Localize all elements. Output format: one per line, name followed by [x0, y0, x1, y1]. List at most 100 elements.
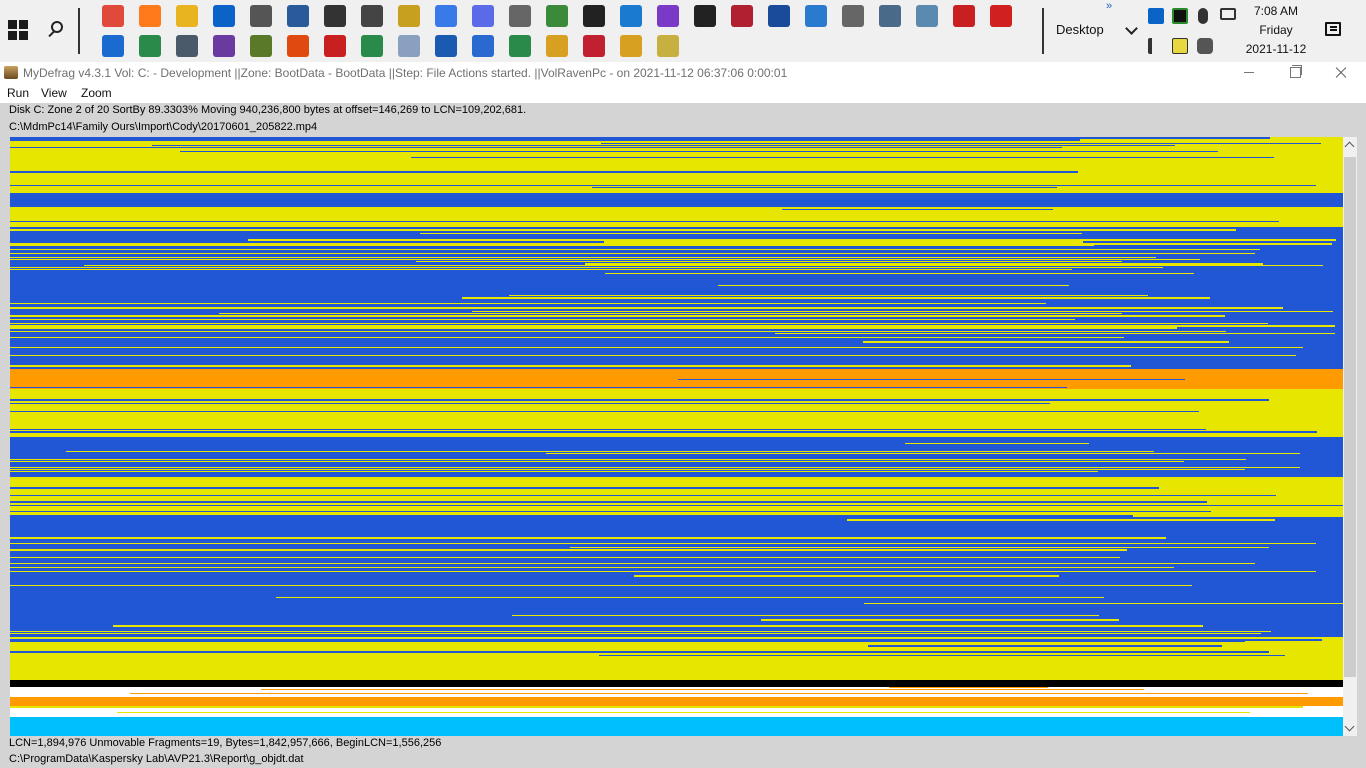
cluster-line: [10, 249, 1260, 250]
cluster-line: [117, 712, 1250, 713]
cluster-line: [905, 443, 1089, 444]
system-app-icon[interactable]: [879, 5, 901, 27]
cluster-line: [10, 365, 1131, 367]
menu-zoom[interactable]: Zoom: [81, 86, 112, 100]
vertical-scrollbar[interactable]: [1343, 137, 1357, 736]
cluster-band: [10, 680, 1343, 687]
minimize-button[interactable]: [1226, 62, 1272, 84]
check-app-icon[interactable]: [509, 5, 531, 27]
cluster-line: [10, 399, 1269, 401]
menu-bar: Run View Zoom: [0, 84, 1366, 103]
cluster-line: [152, 145, 1175, 146]
spreadsheet-icon[interactable]: [509, 35, 531, 57]
delete-tool-icon[interactable]: [583, 35, 605, 57]
help-icon[interactable]: [620, 35, 642, 57]
document-icon[interactable]: [472, 35, 494, 57]
remote-app-icon[interactable]: [916, 5, 938, 27]
excel-icon[interactable]: [361, 35, 383, 57]
network-icon[interactable]: [1220, 8, 1236, 20]
firefox-icon[interactable]: [139, 5, 161, 27]
scroll-down-icon[interactable]: [1344, 721, 1355, 732]
tree-app-icon[interactable]: [250, 35, 272, 57]
close-button[interactable]: [1318, 62, 1364, 84]
cluster-line: [10, 315, 1225, 317]
outlook-icon[interactable]: [213, 5, 235, 27]
acrobat-icon[interactable]: [324, 35, 346, 57]
mydefrag-icon[interactable]: [657, 35, 679, 57]
outlook-tray-icon[interactable]: [1148, 8, 1164, 24]
word-icon[interactable]: [435, 35, 457, 57]
cluster-line: [10, 563, 1255, 564]
acrobat-icon[interactable]: [953, 5, 975, 27]
scroll-up-icon[interactable]: [1344, 141, 1355, 152]
microphone-icon[interactable]: [1198, 8, 1208, 24]
visual-studio-icon[interactable]: [657, 5, 679, 27]
cluster-line: [761, 619, 1119, 621]
chevron-down-icon[interactable]: [1125, 22, 1138, 35]
file-explorer-icon[interactable]: [176, 5, 198, 27]
menu-run[interactable]: Run: [7, 86, 30, 100]
cluster-line: [10, 505, 1343, 506]
cluster-line: [546, 453, 1300, 454]
cluster-line: [462, 297, 1210, 299]
scrollbar-thumb[interactable]: [1344, 157, 1356, 677]
network-icon[interactable]: [176, 35, 198, 57]
graduation-cap-icon[interactable]: [324, 5, 346, 27]
restore-button[interactable]: [1272, 62, 1318, 84]
notes-app-icon[interactable]: [398, 5, 420, 27]
vscode-icon[interactable]: [620, 5, 642, 27]
office-icon[interactable]: [287, 35, 309, 57]
cluster-line: [10, 515, 1133, 517]
volume-icon[interactable]: [1148, 38, 1164, 54]
chrome-icon[interactable]: [102, 5, 124, 27]
cluster-line: [10, 706, 1303, 708]
pdf-factory-icon[interactable]: [990, 5, 1012, 27]
notifications-icon[interactable]: [1325, 22, 1341, 36]
pinned-apps: [98, 0, 1028, 62]
cluster-band: [10, 697, 1343, 706]
disk-cluster-map[interactable]: [10, 137, 1343, 736]
search-icon[interactable]: [45, 20, 65, 40]
taskbar-separator: [1042, 8, 1044, 54]
cluster-line: [868, 645, 1222, 647]
discord-icon[interactable]: [472, 5, 494, 27]
vs-app-icon[interactable]: [213, 35, 235, 57]
clock-time[interactable]: 7:08 AM: [1253, 4, 1299, 18]
client-area: Disk C: Zone 2 of 20 SortBy 89.3303% Mov…: [0, 103, 1366, 768]
cluster-line: [10, 185, 1316, 186]
cluster-line: [130, 693, 1308, 694]
chart-app-icon[interactable]: [546, 5, 568, 27]
cluster-line: [847, 519, 1275, 521]
todo-icon[interactable]: [102, 35, 124, 57]
dev-tool-icon[interactable]: [287, 5, 309, 27]
cluster-line: [10, 267, 1163, 268]
overflow-label[interactable]: »: [1106, 0, 1113, 12]
camera-tray-icon[interactable]: [1197, 38, 1213, 54]
cluster-line: [10, 633, 1261, 634]
notebook-icon[interactable]: [398, 35, 420, 57]
console-icon[interactable]: [583, 5, 605, 27]
powershell-icon[interactable]: [768, 5, 790, 27]
settings-icon[interactable]: [842, 5, 864, 27]
menu-view[interactable]: View: [41, 86, 67, 100]
clock-date[interactable]: 2021-11-12: [1245, 42, 1307, 56]
cluster-line: [10, 631, 1271, 632]
clock-day[interactable]: Friday: [1259, 23, 1293, 37]
help-icon[interactable]: [546, 35, 568, 57]
console-icon[interactable]: [694, 5, 716, 27]
desktop-toolbar-label[interactable]: Desktop: [1056, 22, 1104, 37]
calculator-icon[interactable]: [805, 5, 827, 27]
cluster-line: [10, 585, 1192, 586]
gimp-icon[interactable]: [250, 5, 272, 27]
monitor-tray-icon[interactable]: [1172, 8, 1188, 24]
printer-icon[interactable]: [361, 5, 383, 27]
cluster-line: [261, 689, 1144, 690]
sheets-icon[interactable]: [139, 35, 161, 57]
windows-start-icon[interactable]: [8, 20, 28, 40]
notes-tray-icon[interactable]: [1172, 38, 1188, 54]
cluster-line: [10, 495, 1276, 496]
window-titlebar[interactable]: MyDefrag v4.3.1 Vol: C: - Development ||…: [0, 62, 1366, 84]
messenger-icon[interactable]: [435, 5, 457, 27]
cluster-line: [420, 233, 1082, 234]
delete-tool-icon[interactable]: [731, 5, 753, 27]
